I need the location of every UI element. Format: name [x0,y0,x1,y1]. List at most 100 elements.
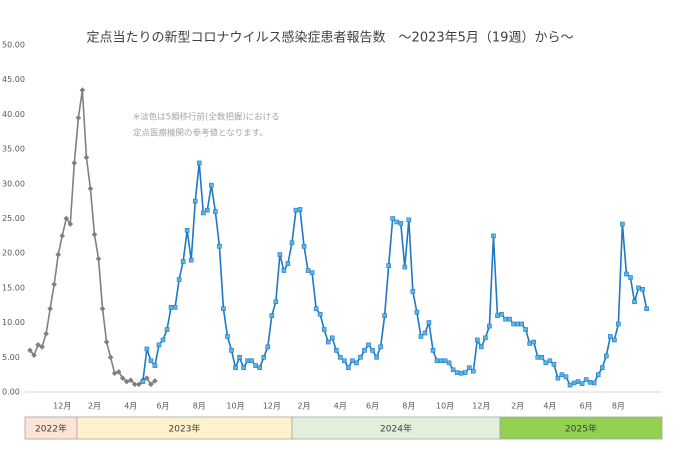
point [95,255,102,262]
point [140,379,146,384]
point [599,365,605,371]
point [390,216,396,221]
point [229,348,234,353]
point [164,327,170,332]
point [297,207,303,212]
point [83,154,90,161]
point [152,363,158,368]
point [519,321,524,327]
y-tick-label: 40.00 [2,110,25,119]
point [422,330,428,336]
point [394,219,400,225]
point [176,277,182,282]
point [55,251,62,258]
point [152,378,158,384]
point [188,257,194,263]
year-label: 2023年 [169,423,201,435]
point [305,268,311,273]
point [370,348,375,353]
point [245,358,250,364]
point [346,365,351,371]
point [127,377,134,384]
point [309,270,315,275]
point [354,360,359,366]
point [507,316,512,322]
point [59,233,66,239]
point [378,344,383,350]
point [531,339,537,345]
point [39,344,45,350]
point [495,313,500,318]
point [205,207,210,213]
y-tick-label: 35.00 [2,145,25,154]
point [273,299,279,305]
x-tick-label: 8月 [193,402,206,411]
point [160,337,166,343]
point [595,372,601,377]
point [491,233,496,239]
chart-title: 定点当たりの新型コロナウイルス感染症患者報告数 〜2023年5月（19週）から〜 [87,30,574,46]
point [293,207,299,213]
point [217,243,222,249]
point [237,354,242,360]
x-tick-label: 8月 [402,402,415,411]
point [261,354,267,360]
point [628,275,633,280]
point [458,370,464,376]
point [342,358,347,364]
point [616,321,621,327]
point [483,335,488,341]
point [358,354,363,360]
point [418,334,424,339]
point [31,352,37,359]
point [547,358,553,364]
point [640,286,645,292]
y-tick-label: 15.00 [2,283,25,292]
point [402,264,408,270]
point [51,281,57,288]
point [196,160,202,166]
point [321,327,327,332]
x-tick-label: 6月 [366,402,379,411]
point [115,369,122,375]
point [366,342,371,348]
point [148,381,154,388]
point [632,299,637,305]
point [446,360,452,366]
point [559,372,565,377]
x-tick-label: 4月 [543,402,556,411]
point [624,271,629,277]
point [301,243,307,249]
point [644,306,649,312]
point [47,305,53,312]
point [636,285,641,291]
point [317,311,323,317]
point [156,342,162,348]
point [434,358,440,364]
point [535,354,541,360]
x-tick-label: 6月 [580,402,593,411]
annotation: 定点医療機関の参考値となります。 [133,128,268,139]
point [289,240,295,246]
point [503,316,508,322]
point [603,353,609,359]
series-line [142,162,648,387]
point [499,311,504,317]
x-tick-label: 10月 [436,402,454,411]
point [438,358,444,364]
point [612,337,617,343]
point [209,182,214,188]
point [466,365,472,371]
x-tick-label: 2月 [511,402,524,411]
point [107,354,114,361]
point [184,227,190,233]
year-label: 2022年 [35,423,67,435]
point [475,337,480,343]
y-tick-label: 50.00 [2,41,25,50]
x-tick-label: 12月 [472,402,490,411]
point [430,348,436,353]
point [406,217,412,223]
x-tick-label: 12月 [263,402,281,411]
point [608,334,613,339]
point [479,344,484,350]
